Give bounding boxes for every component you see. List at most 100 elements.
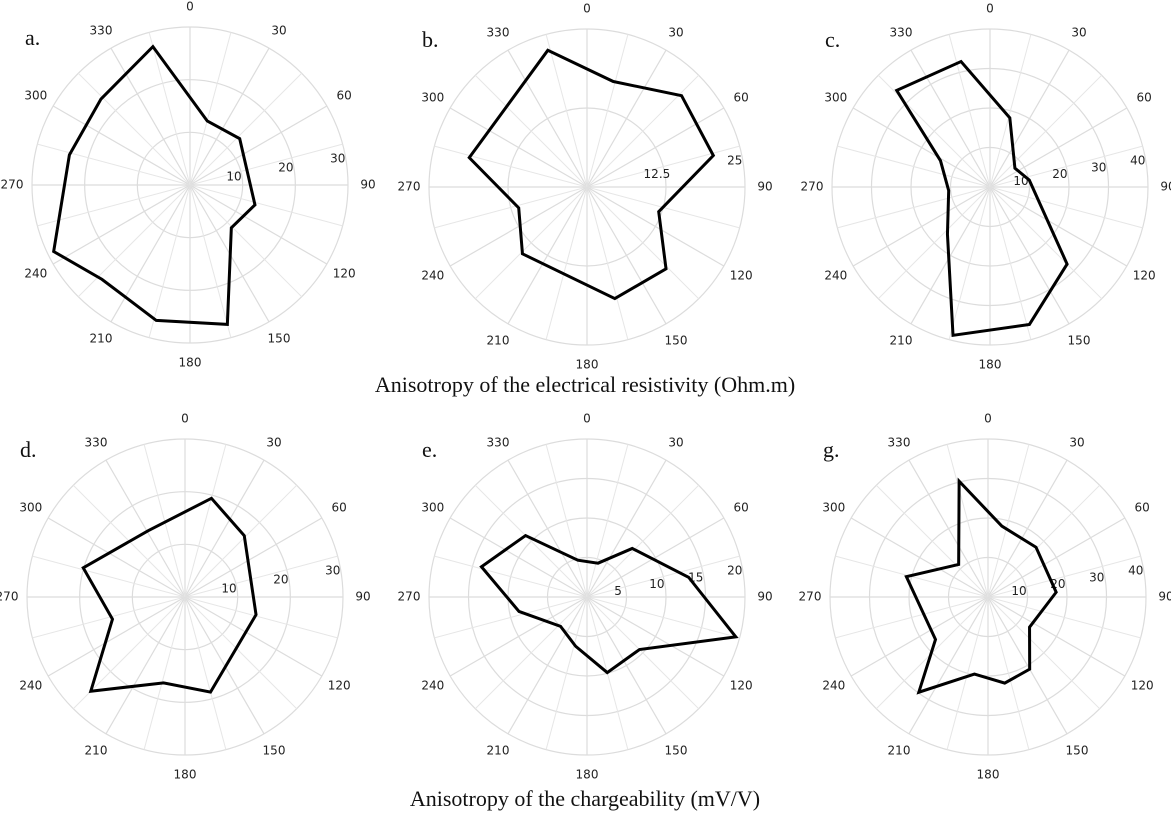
grid-spoke-minor: [989, 186, 1032, 340]
grid-spoke-minor: [586, 186, 700, 300]
angle-tick-label: 210: [487, 334, 510, 348]
grid-spoke-minor: [434, 596, 588, 639]
grid-spoke: [507, 186, 588, 325]
data-line: [894, 59, 1069, 338]
grid-spoke-minor: [434, 555, 588, 598]
grid-spoke-minor: [946, 596, 989, 750]
data-line: [81, 496, 258, 694]
grid-spoke: [852, 186, 991, 267]
radial-tick-label: 25: [727, 153, 742, 167]
radial-tick-label: 10: [221, 582, 236, 596]
grid-spoke-minor: [189, 184, 303, 298]
angle-tick-label: 90: [360, 178, 375, 192]
angle-tick-label: 60: [332, 501, 347, 515]
radial-tick-label: 10: [226, 170, 241, 184]
grid-spoke-minor: [989, 74, 1103, 188]
angle-tick-label: 300: [824, 91, 847, 105]
angle-tick-label: 90: [1158, 590, 1171, 604]
angle-tick-label: 0: [984, 412, 992, 426]
angle-tick-label: 0: [181, 412, 189, 426]
grid-spoke: [449, 517, 588, 598]
grid-spoke: [910, 49, 991, 188]
grid-spoke: [987, 517, 1126, 598]
grid-spoke-minor: [987, 596, 1141, 639]
grid-spoke: [47, 596, 186, 677]
grid-spoke-minor: [148, 32, 191, 186]
grid-spoke-minor: [586, 596, 740, 639]
grid-spoke-minor: [434, 186, 588, 229]
angle-tick-label: 90: [757, 590, 772, 604]
radial-tick-label: 10: [649, 577, 664, 591]
angle-tick-label: 120: [730, 679, 753, 693]
grid-spoke-minor: [586, 596, 700, 710]
grid-spoke-minor: [586, 34, 629, 188]
data-line: [467, 48, 716, 301]
angle-tick-label: 330: [888, 435, 911, 449]
grid-spoke-minor: [189, 184, 343, 227]
grid-spoke: [52, 184, 191, 265]
grid-spoke-minor: [586, 145, 740, 188]
angle-tick-label: 240: [824, 269, 847, 283]
grid-spoke: [189, 47, 270, 186]
angle-tick-label: 180: [977, 768, 1000, 782]
grid-spoke: [110, 184, 191, 323]
angle-tick-label: 270: [799, 590, 822, 604]
panel-label: c.: [825, 27, 840, 52]
angle-tick-label: 180: [179, 356, 202, 370]
grid-spoke: [908, 596, 989, 735]
radial-tick-label: 30: [330, 151, 345, 165]
grid-spoke-minor: [474, 186, 588, 300]
grid-spoke-minor: [835, 596, 989, 639]
caption: Anisotropy of the electrical resistivity…: [375, 372, 795, 397]
grid-spoke: [586, 107, 725, 188]
radial-tick-label: 30: [325, 563, 340, 577]
angle-tick-label: 270: [398, 180, 421, 194]
angle-tick-label: 300: [19, 501, 42, 515]
grid-spoke-minor: [143, 596, 186, 750]
panel-label: b.: [422, 27, 439, 52]
grid-spoke-minor: [586, 484, 700, 598]
radial-tick-label: 20: [273, 573, 288, 587]
radial-tick-label: 40: [1130, 153, 1145, 167]
radial-tick-label: 20: [278, 161, 293, 175]
angle-tick-label: 150: [1068, 334, 1091, 348]
angle-tick-label: 240: [421, 679, 444, 693]
grid-spoke-minor: [545, 444, 588, 598]
grid-spoke: [586, 49, 667, 188]
angle-tick-label: 180: [979, 358, 1002, 372]
grid-spoke-minor: [545, 34, 588, 188]
grid-spoke: [449, 596, 588, 677]
data-line: [479, 533, 739, 675]
grid-spoke-minor: [474, 596, 588, 710]
grid-spoke: [507, 596, 588, 735]
grid-spoke-minor: [434, 145, 588, 188]
angle-tick-label: 330: [890, 25, 913, 39]
angle-tick-label: 60: [337, 89, 352, 103]
grid-spoke: [586, 596, 725, 677]
grid-spoke-minor: [189, 32, 232, 186]
grid-spoke-minor: [474, 74, 588, 188]
radial-tick-label: 10: [1011, 584, 1026, 598]
grid-spoke-minor: [184, 596, 338, 639]
angle-tick-label: 300: [822, 501, 845, 515]
grid-spoke-minor: [586, 555, 740, 598]
panel-label: g.: [823, 437, 840, 462]
angle-tick-label: 0: [986, 2, 994, 16]
grid-spoke: [987, 596, 1126, 677]
angle-tick-label: 300: [421, 91, 444, 105]
grid-spoke: [449, 186, 588, 267]
grid-spoke-minor: [189, 72, 303, 186]
angle-tick-label: 240: [822, 679, 845, 693]
angle-tick-label: 270: [0, 590, 18, 604]
angle-tick-label: 120: [1133, 269, 1156, 283]
radial-tick-label: 30: [1091, 160, 1106, 174]
grid-spoke: [105, 459, 186, 598]
grid-spoke-minor: [189, 143, 343, 186]
angle-tick-label: 90: [1160, 180, 1171, 194]
radial-tick-label: 12.5: [644, 167, 671, 181]
angle-tick-label: 150: [665, 334, 688, 348]
grid-spoke-minor: [877, 186, 991, 300]
grid-spoke: [586, 517, 725, 598]
angle-tick-label: 0: [186, 0, 194, 14]
